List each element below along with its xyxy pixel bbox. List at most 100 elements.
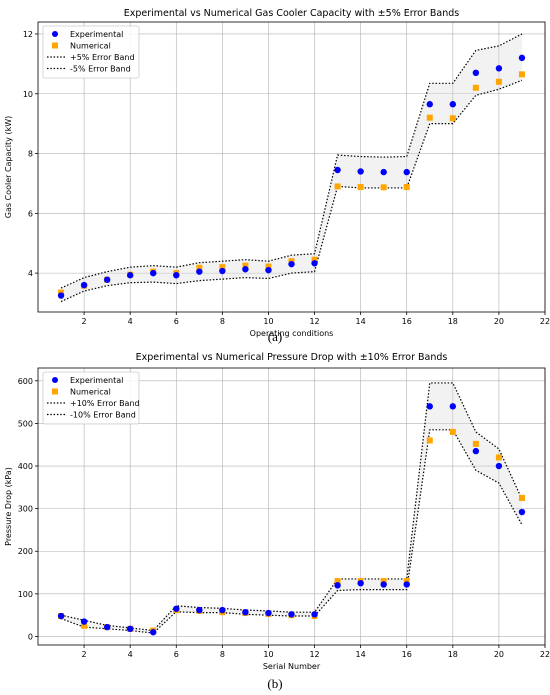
experimental-point [126, 272, 134, 279]
numerical-point [81, 622, 88, 629]
y-tick-label: 10 [23, 90, 33, 99]
numerical-point [196, 264, 203, 271]
x-tick-label: 10 [263, 650, 273, 659]
x-tick-label: 18 [448, 650, 458, 659]
x-tick-label: 8 [220, 317, 225, 326]
chart-a: 2 4 6 8 10 12 14 16 18 20 22 4 6 8 10 12 Experimental vs… [4, 8, 550, 338]
experimental-point [472, 447, 480, 455]
y-tick-label: 8 [28, 150, 33, 159]
legend-box [42, 371, 140, 425]
upper-error-band-line [60, 382, 523, 632]
numerical-point [311, 256, 318, 263]
numerical-point [472, 84, 479, 91]
legend-label: -10% Error Band [70, 411, 136, 420]
x-tick-label: 6 [174, 650, 179, 659]
legend-label: Experimental [70, 376, 123, 385]
legend: Experimental Numerical +10% Error Band -10%… [42, 371, 140, 425]
experimental-point [495, 462, 503, 470]
x-tick-label: 8 [220, 650, 225, 659]
experimental-point [334, 582, 341, 589]
experimental-point [173, 605, 180, 612]
experimental-point [219, 267, 226, 275]
experimental-point [426, 403, 433, 410]
experimental-point [196, 268, 203, 275]
legend: Experimental Numerical +5% Error Band -5% E… [42, 25, 140, 79]
experimental-point [449, 101, 457, 108]
experimental-point [126, 625, 134, 633]
experimental-point [173, 272, 180, 279]
chart-title: Experimental vs Numerical Pressure Drop … [136, 352, 448, 363]
experimental-point [518, 508, 526, 516]
numerical-point [518, 71, 525, 78]
experimental-point [495, 65, 503, 72]
x-axis-label: Operating conditions [250, 329, 334, 338]
x-tick-label: 4 [128, 650, 133, 659]
chart-title: Experimental vs Numerical Gas Cooler Cap… [124, 8, 460, 19]
y-tick-label: 200 [18, 547, 33, 556]
legend-marker-numerical [52, 388, 58, 395]
experimental-point [288, 260, 295, 268]
numerical-point [426, 437, 433, 444]
experimental-point [80, 281, 88, 289]
numerical-point [449, 115, 456, 122]
numerical-point [403, 184, 410, 191]
numerical-point [357, 184, 364, 191]
experimental-point [334, 166, 341, 174]
experimental-point [403, 168, 410, 176]
experimental-point [380, 581, 387, 588]
experimental-point [357, 168, 364, 175]
legend-label: Numerical [70, 42, 111, 51]
numerical-point [495, 78, 502, 85]
plot-frame [37, 367, 546, 646]
y-axis-label: Gas Cooler Capacity (kW) [4, 116, 13, 218]
y-tick-label: 500 [18, 419, 33, 428]
legend-marker-experimental [52, 377, 58, 383]
x-tick-label: 16 [402, 650, 412, 659]
y-tick-label: 4 [28, 269, 33, 278]
x-tick-label: 22 [540, 650, 550, 659]
experimental-point [150, 269, 157, 277]
x-tick-label: 6 [174, 317, 179, 326]
legend-label: Experimental [70, 30, 123, 39]
legend-label: -5% Error Band [70, 65, 131, 74]
y-tick-label: 400 [18, 462, 33, 471]
legend-marker-experimental [52, 31, 58, 37]
experimental-point [57, 292, 65, 299]
numerical-point [334, 183, 341, 190]
numerical-point [334, 578, 341, 585]
numerical-point [472, 440, 479, 447]
experimental-point [242, 266, 249, 273]
x-tick-label: 18 [448, 317, 458, 326]
experimental-point [242, 608, 249, 616]
numerical-point [449, 428, 456, 435]
y-axis-label: Pressure Drop (kPa) [4, 467, 13, 546]
experimental-point [449, 403, 457, 410]
y-tick-label: 300 [18, 505, 33, 514]
experimental-point [518, 54, 526, 62]
experimental-point [288, 611, 295, 618]
caption-a: (a) [267, 329, 283, 344]
numerical-point [242, 262, 249, 269]
legend-label: +5% Error Band [70, 53, 135, 62]
experimental-point [103, 623, 111, 631]
numerical-point [426, 114, 433, 121]
numerical-point [403, 578, 410, 585]
numerical-point [380, 578, 387, 585]
y-tick-label: 12 [23, 30, 33, 39]
numerical-point [219, 264, 226, 271]
experimental-point [103, 276, 111, 283]
numerical-point [495, 454, 502, 461]
x-tick-label: 2 [82, 317, 87, 326]
lower-error-band-line [60, 79, 523, 303]
x-tick-label: 2 [82, 650, 87, 659]
experimental-point [311, 611, 318, 618]
legend-box [42, 25, 140, 79]
x-tick-label: 22 [540, 317, 550, 326]
x-tick-label: 20 [494, 650, 504, 659]
x-tick-label: 4 [128, 317, 133, 326]
x-tick-label: 12 [309, 650, 319, 659]
y-tick-label: 100 [18, 590, 33, 599]
chart-b: 2 4 6 8 10 12 14 16 18 20 22 0 100 200 300 400 500 600 Exp… [4, 352, 550, 671]
y-tick-label: 6 [28, 209, 33, 218]
